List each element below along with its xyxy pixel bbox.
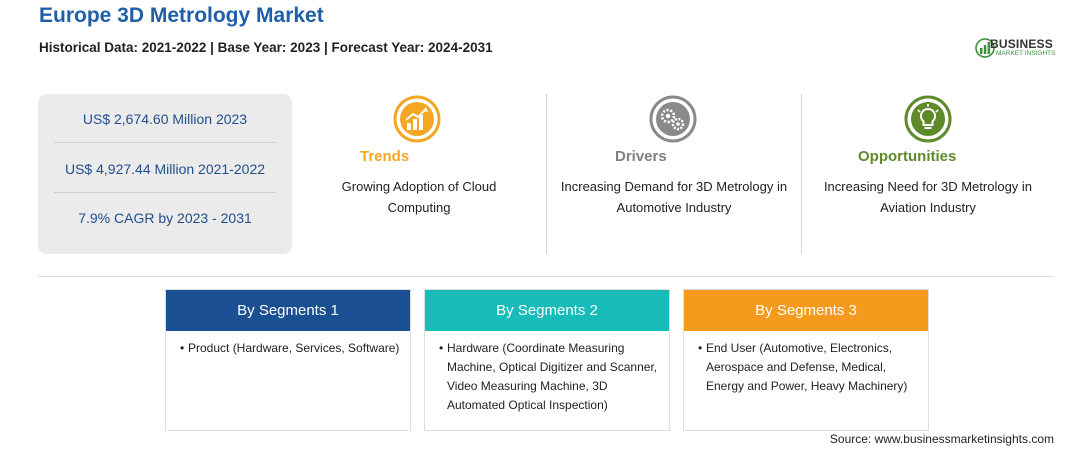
opportunities-heading: Opportunities bbox=[858, 148, 957, 165]
lightbulb-icon bbox=[904, 95, 952, 143]
stat-market-size-historical: US$ 4,927.44 Million 2021-2022 bbox=[64, 161, 266, 177]
stat-market-size-2023: US$ 2,674.60 Million 2023 bbox=[82, 111, 248, 127]
business-market-insights-logo: BUSINESS MARKET INSIGHTS bbox=[974, 36, 1060, 60]
page-subtitle: Historical Data: 2021-2022 | Base Year: … bbox=[39, 40, 493, 55]
bullet: • bbox=[439, 341, 444, 355]
column-divider bbox=[546, 94, 547, 254]
drivers-description: Increasing Demand for 3D Metrology in Au… bbox=[560, 179, 788, 215]
segment-2-header: By Segments 2 bbox=[425, 290, 669, 331]
bullet: • bbox=[180, 341, 185, 355]
bar-chart-logo-icon bbox=[975, 38, 995, 58]
segment-2-text: Hardware (Coordinate Measuring Machine, … bbox=[447, 341, 658, 412]
segment-2-list-item: • Hardware (Coordinate Measuring Machine… bbox=[425, 339, 669, 415]
segment-1-text: Product (Hardware, Services, Software) bbox=[188, 341, 400, 355]
segment-card-1: By Segments 1 • Product (Hardware, Servi… bbox=[165, 289, 411, 431]
trend-chart-icon bbox=[393, 95, 441, 143]
stat-divider bbox=[54, 142, 276, 143]
logo-wordmark: BUSINESS bbox=[990, 37, 1053, 51]
trends-description: Growing Adoption of Cloud Computing bbox=[341, 179, 497, 215]
segment-card-2: By Segments 2 • Hardware (Coordinate Mea… bbox=[424, 289, 670, 431]
bullet: • bbox=[698, 341, 703, 355]
stat-divider bbox=[54, 192, 276, 193]
stat-cagr: 7.9% CAGR by 2023 - 2031 bbox=[78, 210, 252, 226]
key-stats-panel: US$ 2,674.60 Million 2023 US$ 4,927.44 M… bbox=[38, 94, 292, 254]
segment-3-text: End User (Automotive, Electronics, Aeros… bbox=[706, 341, 908, 393]
gears-icon bbox=[649, 95, 697, 143]
segment-1-list-item: • Product (Hardware, Services, Software) bbox=[166, 339, 410, 358]
segment-card-3: By Segments 3 • End User (Automotive, El… bbox=[683, 289, 929, 431]
column-divider bbox=[801, 94, 802, 254]
segment-3-header: By Segments 3 bbox=[684, 290, 928, 331]
trends-heading: Trends bbox=[360, 148, 410, 165]
drivers-heading: Drivers bbox=[615, 148, 667, 165]
logo-tagline: MARKET INSIGHTS bbox=[996, 50, 1056, 57]
segment-3-list-item: • End User (Automotive, Electronics, Aer… bbox=[684, 339, 928, 396]
segment-1-header: By Segments 1 bbox=[166, 290, 410, 331]
section-divider bbox=[38, 276, 1054, 277]
page-title: Europe 3D Metrology Market bbox=[39, 4, 324, 27]
opportunities-description: Increasing Need for 3D Metrology in Avia… bbox=[823, 179, 1033, 215]
source-citation: Source: www.businessmarketinsights.com bbox=[829, 432, 1054, 446]
